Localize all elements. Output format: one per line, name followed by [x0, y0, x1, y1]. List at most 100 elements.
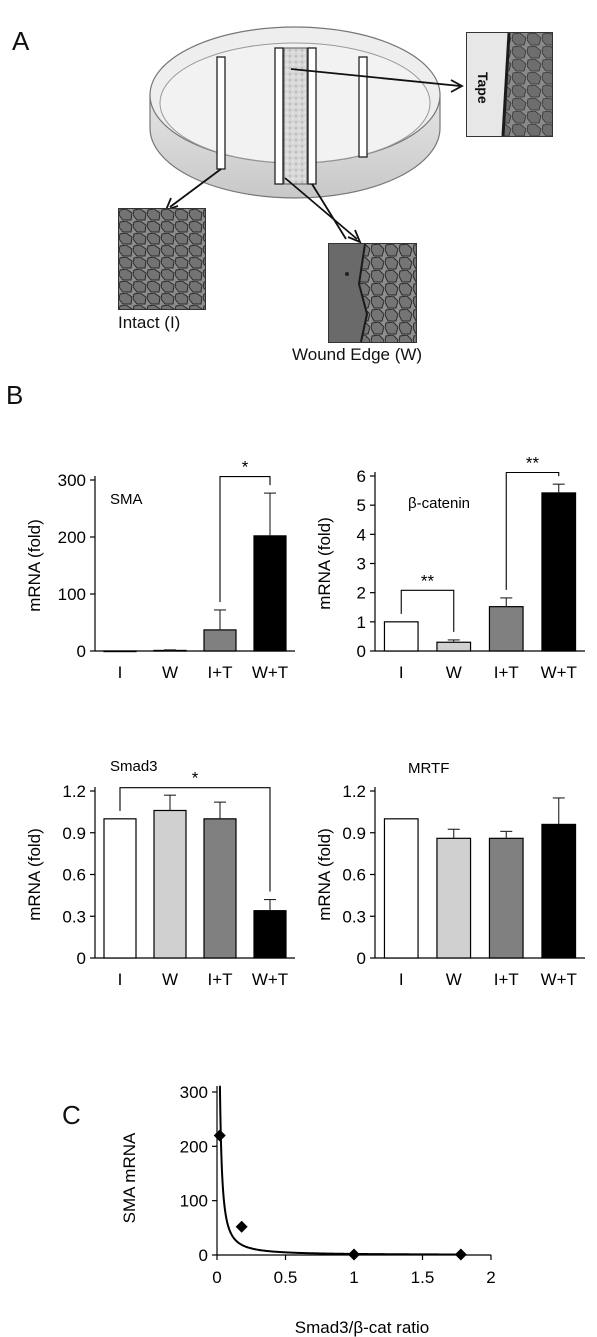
bar-W+T [541, 492, 577, 652]
x-tick-label: 1.5 [411, 1268, 435, 1287]
y-tick-label: 100 [58, 585, 86, 604]
cut-strip-right [307, 47, 317, 185]
x-tick-label: W [162, 663, 178, 682]
x-tick-label: W [446, 970, 462, 989]
x-tick-label: W [446, 663, 462, 682]
x-tick-label: I+T [494, 663, 519, 682]
y-tick-label: 1.2 [342, 782, 366, 801]
x-tick-label: I+T [207, 663, 232, 682]
tape-strip [283, 47, 308, 185]
significance-bracket [219, 476, 271, 602]
y-tick-label: 300 [58, 471, 86, 490]
y-tick-label: 5 [357, 496, 366, 515]
x-tick-label: I [118, 663, 123, 682]
data-point [348, 1248, 360, 1261]
bar-I [383, 818, 419, 959]
x-tick-label: I [399, 663, 404, 682]
wound-edge-micrograph [328, 243, 417, 343]
intact-caption: Intact (I) [118, 313, 181, 332]
data-point [454, 1248, 467, 1261]
bar-I+T [203, 818, 237, 959]
y-tick-label: 1 [357, 613, 366, 632]
bar-I [383, 621, 419, 652]
y-tick-label: 0.9 [342, 824, 366, 843]
tape-edge-micrograph: Tape [466, 32, 553, 137]
y-tick-label: 300 [180, 1083, 208, 1102]
y-tick-label: 0 [357, 642, 366, 661]
x-tick-label: W+T [252, 970, 288, 989]
y-axis-title: mRNA (fold) [25, 519, 44, 612]
y-tick-label: 0 [357, 949, 366, 968]
y-tick-label: 3 [357, 555, 366, 574]
bar-W+T [253, 910, 287, 959]
cut-strip-edge [274, 47, 284, 185]
panel-label-c: C [62, 1100, 81, 1130]
sma-bar-chart: 0 100 200 300 mRNA (fold) SMA I W I+T W+T * [25, 458, 295, 682]
cut-strip-left [216, 56, 226, 170]
x-tick-label: W+T [541, 970, 577, 989]
y-tick-label: 0 [77, 642, 86, 661]
bar-W [436, 641, 472, 652]
x-tick-label: I+T [494, 970, 519, 989]
intact-micrograph [118, 208, 206, 310]
callout-arrows [164, 68, 464, 244]
y-tick-label: 0.9 [62, 824, 86, 843]
y-tick-label: 0 [77, 949, 86, 968]
fit-curve [218, 1085, 464, 1256]
bar-W [153, 649, 187, 652]
y-tick-label: 6 [357, 467, 366, 486]
sma-vs-ratio-scatter: 0 100 200 300 0 0.5 1 1.5 2 SMA mRNA Smad3/β-cat r… [120, 1083, 496, 1337]
x-tick-label: 2 [486, 1268, 495, 1287]
significance-bracket [400, 589, 455, 632]
y-tick-label: 4 [357, 525, 366, 544]
bar-I+T [488, 606, 524, 652]
chart-title: Smad3 [110, 758, 158, 775]
y-axis-title: SMA mRNA [120, 1132, 139, 1223]
y-tick-label: 100 [180, 1192, 208, 1211]
x-tick-label: I [399, 970, 404, 989]
significance-bracket [505, 471, 560, 590]
y-tick-label: 200 [58, 528, 86, 547]
bar-W+T [253, 535, 287, 652]
bar-W+T [541, 823, 577, 959]
y-tick-label: 0 [199, 1246, 208, 1265]
significance-marker: * [242, 458, 249, 477]
y-tick-label: 1.2 [62, 782, 86, 801]
x-tick-label: 0.5 [274, 1268, 298, 1287]
chart-title: MRTF [408, 760, 449, 777]
beta-catenin-bar-chart: 0 1 2 3 4 5 6 mRNA (fold) β-catenin I W I+T W+T ** ** [315, 454, 585, 682]
x-tick-label: I+T [207, 970, 232, 989]
y-tick-label: 0.6 [62, 866, 86, 885]
significance-marker: * [192, 769, 199, 788]
tape-label: Tape [475, 72, 491, 104]
y-tick-label: 200 [180, 1137, 208, 1156]
y-tick-label: 0.3 [62, 907, 86, 926]
petri-dish-diagram [149, 26, 464, 244]
significance-marker: ** [526, 454, 540, 473]
panel-label-b: B [6, 380, 24, 410]
x-tick-label: W+T [541, 663, 577, 682]
bar-W [153, 809, 187, 959]
data-point [235, 1220, 248, 1233]
chart-title: SMA [110, 491, 143, 508]
cut-strip-far [358, 56, 368, 158]
data-point [213, 1129, 226, 1142]
bar-W [436, 837, 472, 959]
panel-label-a: A [12, 26, 30, 56]
y-axis-title: mRNA (fold) [315, 517, 334, 610]
bar-I [103, 650, 137, 653]
y-axis-title: mRNA (fold) [25, 828, 44, 921]
bar-I [103, 818, 137, 959]
x-tick-label: W [162, 970, 178, 989]
mrtf-bar-chart: 0 0.3 0.6 0.9 1.2 mRNA (fold) MRTF I W I+T W+T [315, 760, 585, 989]
significance-bracket [119, 787, 271, 892]
y-tick-label: 2 [357, 584, 366, 603]
smad3-bar-chart: 0 0.3 0.6 0.9 1.2 mRNA (fold) Smad3 I W I+T W+T * [25, 758, 295, 989]
wound-caption: Wound Edge (W) [292, 345, 423, 364]
bar-I+T [203, 629, 237, 652]
x-tick-label: I [118, 970, 123, 989]
x-tick-label: 0 [212, 1268, 221, 1287]
x-tick-label: 1 [349, 1268, 358, 1287]
y-tick-label: 0.6 [342, 866, 366, 885]
significance-marker: ** [421, 571, 435, 590]
